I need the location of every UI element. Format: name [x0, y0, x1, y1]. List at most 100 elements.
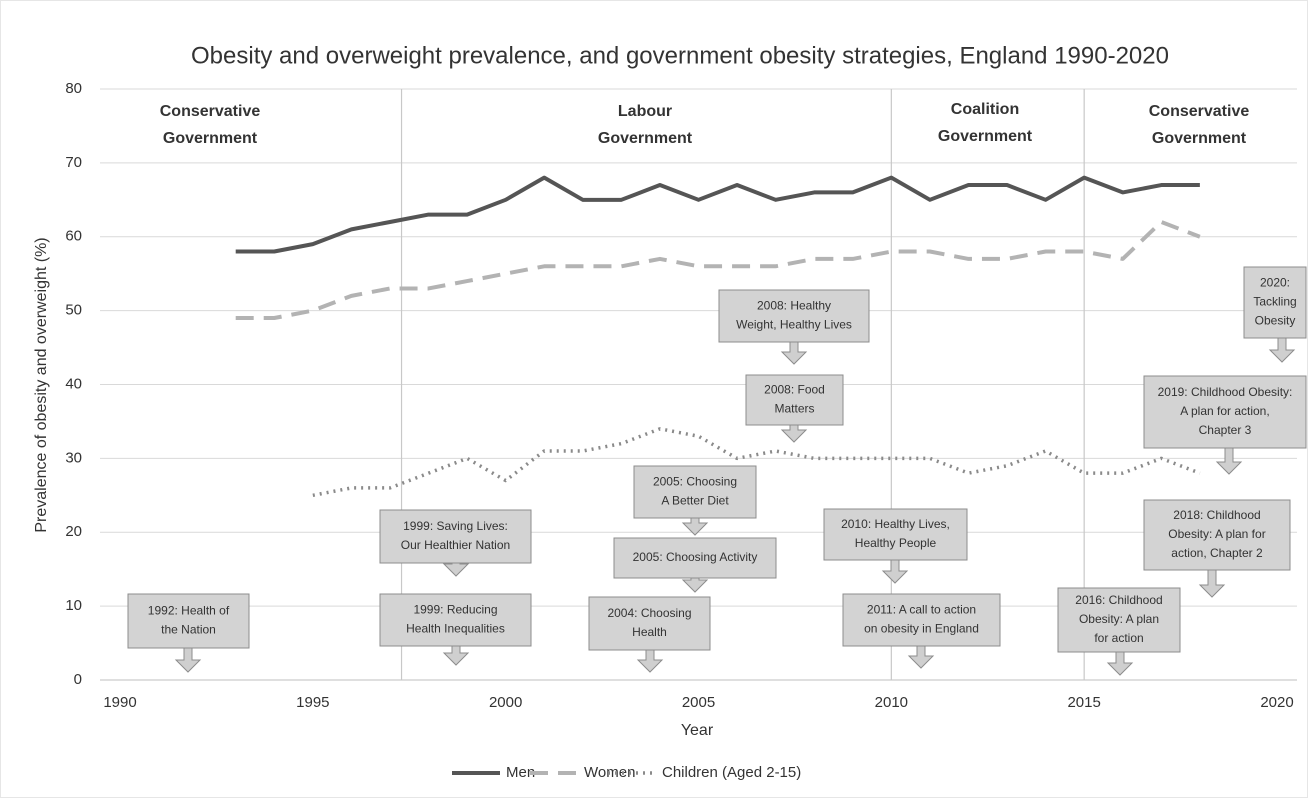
x-tick-label: 1990: [103, 694, 136, 711]
annotation-text: 2011: A call to action: [867, 603, 976, 617]
annotation: 1999: Saving Lives: Our Healthier Nation: [379, 509, 532, 577]
annotation-box: [823, 508, 968, 561]
annotation: 2008: Food Matters: [745, 374, 844, 443]
y-tick-label: 40: [65, 375, 82, 392]
annotation-arrow: [442, 645, 470, 666]
legend-label: Children (Aged 2-15): [662, 764, 801, 781]
annotation-box: [379, 593, 532, 647]
annotation-text: 2016: Childhood: [1075, 593, 1162, 607]
annotation: 2005: Choosing Activity: [613, 537, 777, 593]
annotation-box: [1143, 499, 1291, 571]
x-tick-label: 2020: [1260, 694, 1293, 711]
annotation-text: on obesity in England: [864, 622, 979, 636]
annotation: 2004: Choosing Health: [588, 596, 711, 673]
annotation-text: Health Inequalities: [406, 622, 505, 636]
y-tick-label: 50: [65, 302, 82, 319]
annotation-text: 1999: Reducing: [413, 603, 497, 617]
annotation: 2008: Healthy Weight, Healthy Lives: [718, 289, 870, 365]
x-tick-label: 1995: [296, 694, 329, 711]
annotation-box: [1057, 587, 1181, 653]
series-line: [235, 175, 1200, 254]
annotation: 2020: Tackling Obesity: [1243, 266, 1307, 363]
annotation-text: 1992: Health of: [148, 604, 230, 618]
x-tick-label: 2005: [682, 694, 715, 711]
annotation-text: 2010: Healthy Lives,: [841, 517, 950, 531]
y-tick-label: 30: [65, 449, 82, 466]
annotation-text: Our Healthier Nation: [401, 538, 510, 552]
annotation-box: [1243, 266, 1307, 339]
annotation-text: Weight, Healthy Lives: [736, 318, 852, 332]
annotation-text: 2005: Choosing: [653, 475, 737, 489]
annotation: 2011: A call to action on obesity in Engl…: [842, 593, 1001, 669]
period-label: Labour: [618, 103, 672, 120]
series-line: [235, 219, 1201, 321]
x-tick-label: 2000: [489, 694, 522, 711]
annotation: 2018: Childhood Obesity: A plan for action…: [1143, 499, 1291, 598]
annotation-text: Chapter 3: [1199, 423, 1252, 437]
y-tick-label: 10: [65, 597, 82, 614]
annotation-text: Obesity: A plan: [1079, 612, 1159, 626]
annotation-text: 2018: Childhood: [1173, 508, 1260, 522]
period-label: Government: [163, 130, 258, 147]
y-axis-label: Prevalence of obesity and overweight (%): [33, 237, 50, 532]
annotation-text: 2005: Choosing Activity: [633, 550, 758, 564]
y-tick-label: 60: [65, 228, 82, 245]
chart-title: Obesity and overweight prevalence, and g…: [191, 42, 1169, 69]
annotation-box: [718, 289, 870, 343]
x-tick-label: 2015: [1067, 694, 1100, 711]
annotation-text: 2008: Healthy: [757, 299, 831, 313]
annotation-box: [379, 509, 532, 564]
annotation-arrow: [636, 649, 664, 673]
annotation-text: Matters: [774, 402, 814, 416]
annotation-text: 2020:: [1260, 276, 1290, 290]
annotation: 2019: Childhood Obesity: A plan for actio…: [1143, 375, 1307, 475]
y-tick-label: 70: [65, 154, 82, 171]
annotation-arrow: [1215, 447, 1243, 475]
annotation-text: A Better Diet: [661, 494, 729, 508]
annotation-text: 1999: Saving Lives:: [403, 519, 508, 533]
annotation-box: [613, 537, 777, 579]
period-label: Coalition: [951, 101, 1019, 118]
annotation-text: 2019: Childhood Obesity:: [1158, 385, 1293, 399]
y-tick-label: 0: [74, 671, 82, 688]
x-tick-label: 2010: [875, 694, 908, 711]
x-axis-label: Year: [681, 722, 714, 739]
period-label: Government: [1152, 130, 1247, 147]
annotation-box: [127, 593, 250, 649]
annotation-box: [842, 593, 1001, 647]
annotation-text: action, Chapter 2: [1171, 546, 1263, 560]
annotation: 2005: Choosing A Better Diet: [633, 465, 757, 536]
annotation-text: Obesity: [1255, 314, 1296, 328]
annotation-text: Health: [632, 625, 667, 639]
annotation-box: [1143, 375, 1307, 449]
series-line: [312, 427, 1201, 498]
annotation-box: [588, 596, 711, 651]
legend-label: Men: [506, 764, 535, 781]
annotation-text: 2008: Food: [764, 383, 825, 397]
annotation-arrow: [780, 341, 808, 365]
annotation-text: for action: [1094, 631, 1143, 645]
annotation-box: [633, 465, 757, 519]
annotation-text: the Nation: [161, 623, 216, 637]
annotation-text: A plan for action,: [1180, 404, 1269, 418]
period-label: Government: [938, 128, 1033, 145]
annotation: 1992: Health of the Nation: [127, 593, 250, 673]
annotation-arrow: [1106, 651, 1134, 676]
annotation-text: Healthy People: [855, 536, 937, 550]
annotation-text: 2004: Choosing: [607, 606, 691, 620]
annotation: 2010: Healthy Lives, Healthy People: [823, 508, 968, 584]
period-label: Government: [598, 130, 693, 147]
annotation-box: [745, 374, 844, 426]
annotation: 1999: Reducing Health Inequalities: [379, 593, 532, 666]
period-label: Conservative: [1149, 103, 1250, 120]
annotation-arrow: [907, 645, 935, 669]
y-tick-label: 80: [65, 80, 82, 97]
period-label: Conservative: [160, 103, 261, 120]
annotation-text: Tackling: [1253, 295, 1296, 309]
annotation-arrow: [174, 647, 202, 673]
annotation-arrow: [681, 517, 709, 536]
annotation-text: Obesity: A plan for: [1168, 527, 1265, 541]
y-tick-label: 20: [65, 523, 82, 540]
annotation: 2016: Childhood Obesity: A plan for action: [1057, 587, 1181, 676]
